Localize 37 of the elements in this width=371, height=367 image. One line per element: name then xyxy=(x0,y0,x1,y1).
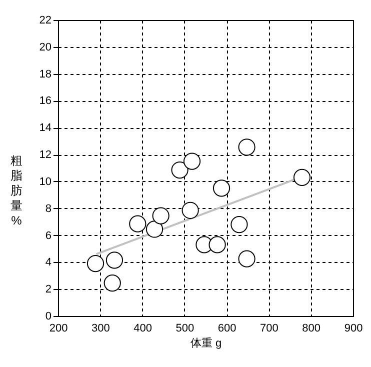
point xyxy=(293,168,311,186)
y-tick-label: 10 xyxy=(39,176,52,188)
x-tick-label: 800 xyxy=(302,322,321,334)
point xyxy=(129,215,146,232)
x-tick-label: 500 xyxy=(176,322,194,334)
y-tick-label: 22 xyxy=(39,14,52,26)
x-tick-label: 300 xyxy=(91,322,110,334)
point xyxy=(104,274,121,292)
x-tick-label: 600 xyxy=(218,322,236,334)
x-axis-title: 体重 g xyxy=(190,336,222,350)
x-tick-label: 400 xyxy=(134,322,152,334)
x-tick-label: 200 xyxy=(49,322,68,334)
point xyxy=(152,207,170,224)
y-axis-title: 粗脂肪量% xyxy=(10,154,22,228)
y-tick-label: 0 xyxy=(45,310,52,322)
y-tick-label: 6 xyxy=(45,230,52,242)
y-tick-label: 14 xyxy=(39,122,52,134)
point xyxy=(106,252,124,269)
x-tick-label: 700 xyxy=(260,322,278,334)
y-tick-label: 18 xyxy=(39,68,52,80)
point xyxy=(208,236,226,254)
y-tick-label: 16 xyxy=(39,95,52,108)
point xyxy=(183,152,201,170)
point xyxy=(146,220,164,238)
y-tick-label: 8 xyxy=(45,202,52,215)
y-tick-label: 20 xyxy=(39,41,52,54)
y-tick-label: 4 xyxy=(45,256,52,269)
point xyxy=(238,138,256,156)
point xyxy=(230,216,248,234)
point xyxy=(171,161,188,179)
point xyxy=(86,254,104,272)
y-tick-label: 2 xyxy=(45,284,52,296)
x-tick-label: 900 xyxy=(344,322,363,334)
point xyxy=(212,180,230,197)
y-tick-label: 12 xyxy=(39,149,52,162)
point xyxy=(182,202,199,219)
point xyxy=(238,250,256,268)
